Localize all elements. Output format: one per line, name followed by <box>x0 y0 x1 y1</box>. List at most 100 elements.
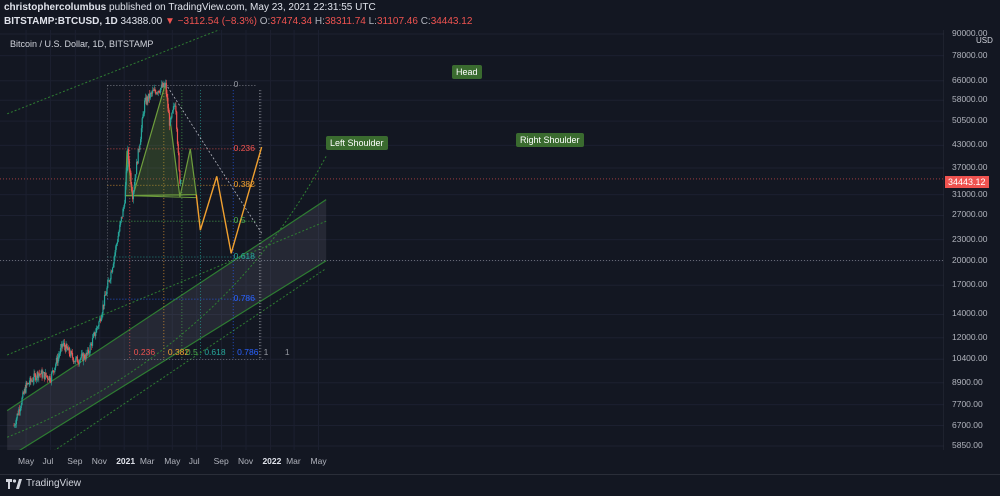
y-tick-label: 90000.00 <box>952 28 988 38</box>
candle-body <box>108 280 110 282</box>
candle-body <box>166 94 168 98</box>
candle-body <box>98 321 100 327</box>
candle-body <box>23 392 25 394</box>
candle-body <box>160 84 163 89</box>
x-tick-label: Mar <box>139 456 155 466</box>
candle-body <box>102 304 104 314</box>
candle-body <box>79 360 81 364</box>
candle-body <box>16 413 18 419</box>
header-line-2: BITSTAMP:BTCUSD, 1D 34388.00 ▼ −3112.54 … <box>4 16 473 27</box>
price-axis[interactable]: 90000.00 78000.00 66000.00 58000.00 50500.00… <box>944 28 1000 450</box>
x-tick-label: Sep <box>67 456 83 466</box>
y-tick-label: 5850.00 <box>952 440 983 450</box>
y-tick-label: 10400.00 <box>952 353 988 364</box>
fib-time-label: 1 <box>263 347 269 358</box>
candle-body <box>144 97 147 101</box>
neckline <box>125 195 197 199</box>
y-tick-label: 37000.00 <box>952 161 988 172</box>
candle-body <box>104 294 106 296</box>
candle-body <box>43 372 46 380</box>
author[interactable]: christophercolumbus <box>4 2 107 13</box>
candle-body <box>172 106 175 111</box>
candle-body <box>36 372 38 378</box>
candle-body <box>63 342 65 344</box>
candle-body <box>55 364 57 368</box>
candle-body <box>67 347 69 351</box>
candle-body <box>177 143 179 153</box>
channel-mid-line <box>6 220 327 356</box>
candle-body <box>110 271 112 280</box>
candle-body <box>88 352 90 354</box>
candle-body <box>69 353 71 357</box>
candle-body <box>20 404 22 409</box>
candle-body <box>51 370 54 373</box>
candle-body <box>15 418 18 425</box>
candle-body <box>72 357 74 362</box>
x-tick-label: Mar <box>286 456 301 466</box>
candle-body <box>141 118 143 129</box>
fib-time-label: 0.236 <box>133 347 156 358</box>
candle-body <box>114 252 116 257</box>
candle-body <box>105 294 107 296</box>
footer <box>0 474 1000 496</box>
upper-trend-line <box>7 30 221 115</box>
fib-time-label: 0.5 <box>185 347 198 358</box>
candle-body <box>161 84 163 88</box>
y-tick-label: 58000.00 <box>952 94 988 105</box>
candle-body <box>57 357 59 363</box>
candle-body <box>131 184 133 192</box>
candle-body <box>139 144 141 150</box>
price-chart[interactable] <box>0 30 944 450</box>
candle-body <box>33 373 35 381</box>
candle-body <box>80 354 82 359</box>
tradingview-logo[interactable]: TradingView <box>6 478 81 489</box>
candle-body <box>44 372 46 380</box>
fib-time-label: 0.382 <box>167 347 190 358</box>
candle-body <box>83 354 86 359</box>
x-tick-label: May <box>164 456 181 466</box>
candle-body <box>71 352 74 358</box>
last-price-tag: 34443.12 <box>945 176 989 188</box>
drawings <box>0 30 944 450</box>
candle-body <box>179 170 181 184</box>
candle-body <box>48 376 50 381</box>
candle-body <box>153 89 155 91</box>
regression-channel <box>7 199 327 450</box>
candle-body <box>119 224 121 232</box>
candle-body <box>27 383 29 385</box>
candles <box>13 79 182 428</box>
right-shoulder-label: Right Shoulder <box>516 133 584 147</box>
candle-body <box>47 379 50 381</box>
grid <box>0 30 944 450</box>
candle-body <box>78 362 80 364</box>
candle-body <box>34 373 36 375</box>
channel-line <box>6 199 327 412</box>
candle-body <box>136 161 138 175</box>
candle-body <box>91 338 94 346</box>
fib-time-label: 0.786 <box>237 347 259 358</box>
candle-body <box>178 152 180 171</box>
x-tick-label: Jul <box>42 456 54 466</box>
candle-body <box>101 313 103 318</box>
candle-body <box>92 334 94 339</box>
candle-body <box>140 128 143 139</box>
candle-body <box>99 318 102 322</box>
candle-body <box>64 346 66 352</box>
candle-body <box>30 377 32 382</box>
candle-body <box>39 373 42 375</box>
candle-body <box>41 370 43 378</box>
candle-body <box>162 83 164 88</box>
candle-body <box>91 343 93 346</box>
candle-body <box>121 216 123 218</box>
candle-body <box>111 271 113 273</box>
candle-body <box>93 332 95 335</box>
candle-body <box>99 318 101 322</box>
candle-body <box>140 138 142 145</box>
candle-body <box>129 169 131 173</box>
candle-body <box>56 357 58 363</box>
x-tick-label: Sep <box>213 456 229 466</box>
candle-body <box>45 372 47 377</box>
fib-level-label: 0.786 <box>233 293 255 304</box>
candle-body <box>106 287 108 295</box>
candle-body <box>172 110 174 113</box>
